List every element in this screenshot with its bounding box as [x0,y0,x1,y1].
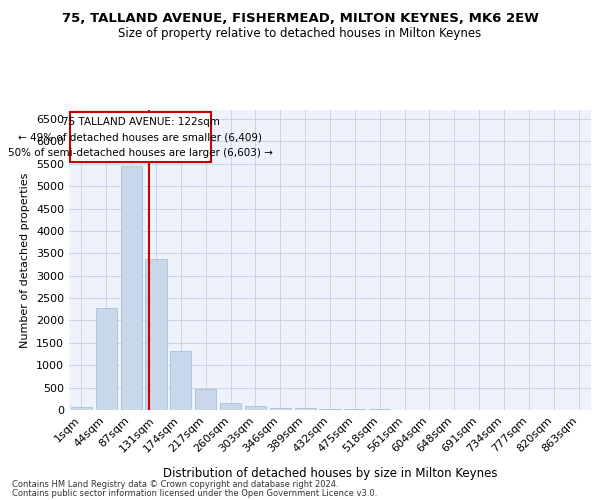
Bar [170,352,191,410]
Bar [245,406,266,410]
Bar [145,258,167,410]
Bar [319,408,341,410]
Bar [96,308,117,410]
Y-axis label: Number of detached properties: Number of detached properties [20,172,31,348]
Text: Size of property relative to detached houses in Milton Keynes: Size of property relative to detached ho… [118,28,482,40]
Bar [195,388,216,410]
Bar [71,406,92,410]
Text: Contains HM Land Registry data © Crown copyright and database right 2024.: Contains HM Land Registry data © Crown c… [12,480,338,489]
Text: 75 TALLAND AVENUE: 122sqm
← 49% of detached houses are smaller (6,409)
50% of se: 75 TALLAND AVENUE: 122sqm ← 49% of detac… [8,116,273,158]
Bar [220,403,241,410]
Text: 75, TALLAND AVENUE, FISHERMEAD, MILTON KEYNES, MK6 2EW: 75, TALLAND AVENUE, FISHERMEAD, MILTON K… [62,12,538,26]
Bar [270,408,291,410]
FancyBboxPatch shape [70,112,211,162]
Text: Contains public sector information licensed under the Open Government Licence v3: Contains public sector information licen… [12,488,377,498]
Bar [121,166,142,410]
Bar [295,408,316,410]
Text: Distribution of detached houses by size in Milton Keynes: Distribution of detached houses by size … [163,467,497,480]
Bar [344,409,365,410]
